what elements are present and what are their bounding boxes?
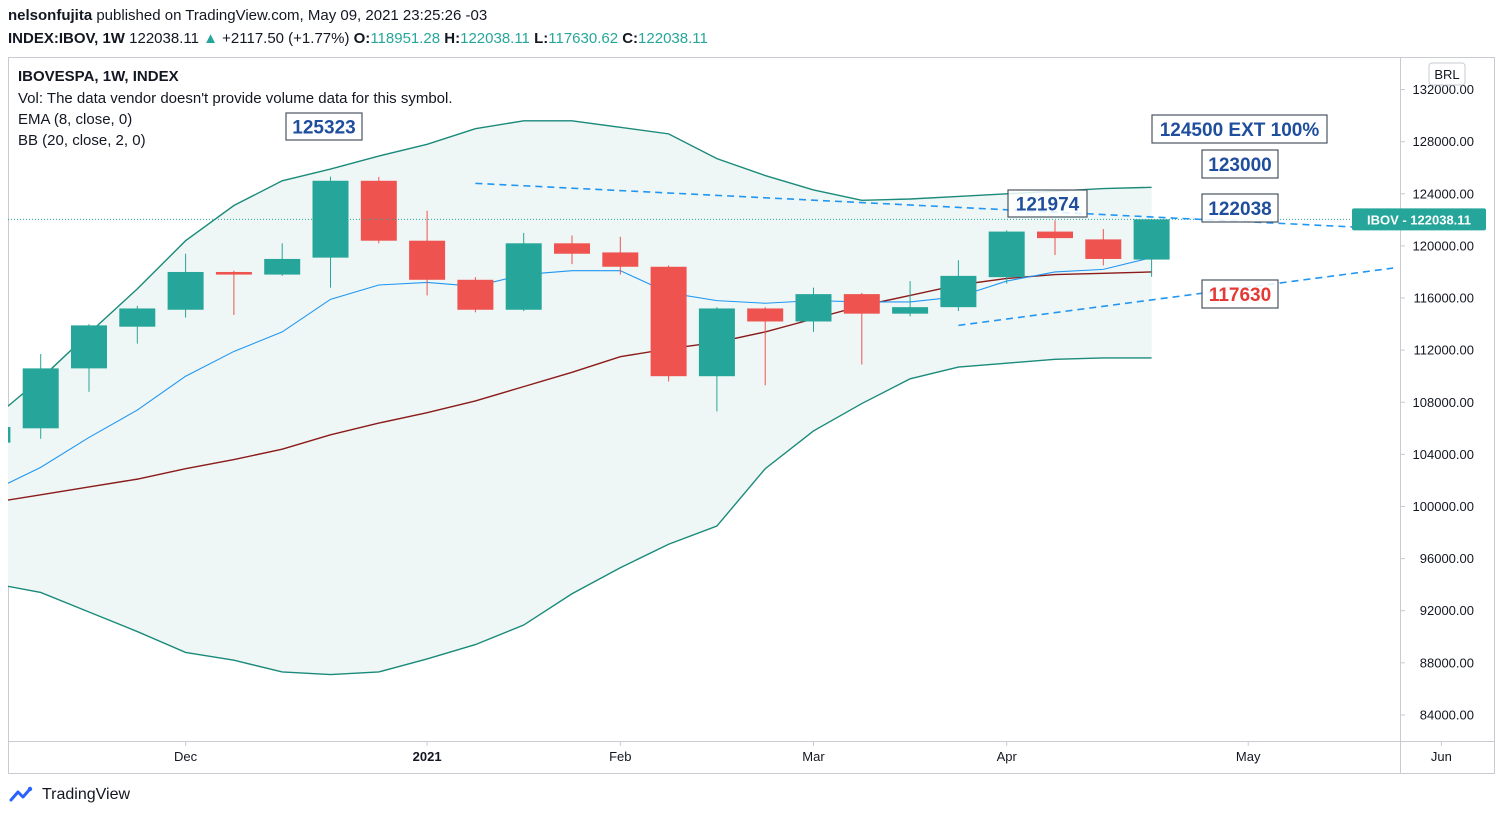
high-label: H:	[444, 30, 461, 47]
candle-body	[167, 271, 204, 310]
x-tick-label: Mar	[802, 749, 825, 764]
y-tick-label: 116000.00	[1414, 291, 1475, 306]
candle-body	[215, 271, 252, 275]
candle-body	[843, 294, 880, 314]
candle-body	[1037, 231, 1073, 239]
close-label: C:	[622, 30, 639, 47]
y-tick-label: 88000.00	[1420, 655, 1474, 670]
candle-body	[8, 427, 11, 443]
trendline	[958, 267, 1394, 327]
y-tick-label: 104000.00	[1413, 447, 1474, 462]
change-arrow-icon: ▲	[203, 30, 218, 47]
author-name[interactable]: nelsonfujita	[8, 7, 93, 24]
annotation-label: 122038	[1208, 199, 1271, 220]
publish-info: nelsonfujita published on TradingView.co…	[8, 7, 487, 24]
candle-body	[940, 275, 977, 308]
candle-body	[312, 180, 349, 258]
y-tick-label: 128000.00	[1413, 134, 1474, 149]
y-tick-label: 100000.00	[1413, 499, 1474, 514]
close-value: 122038.11	[638, 30, 708, 47]
legend-volume-note: Vol: The data vendor doesn't provide vol…	[18, 90, 453, 107]
y-tick-label: 108000.00	[1413, 395, 1474, 410]
trendline	[475, 182, 1394, 230]
candle-body	[1133, 219, 1170, 260]
published-text: published on TradingView.com, May 09, 20…	[96, 7, 488, 24]
candle-body	[71, 325, 107, 369]
legend-ema: EMA (8, close, 0)	[18, 111, 132, 128]
annotation-box	[1201, 279, 1279, 309]
last-price: 122038.11	[129, 30, 199, 47]
bb-upper-line	[8, 120, 1152, 408]
candle-body	[795, 294, 832, 322]
candle-body	[409, 240, 446, 280]
open-value: 118951.28	[370, 30, 441, 47]
candle-body	[554, 243, 590, 254]
footer-brand-name[interactable]: TradingView	[42, 786, 131, 803]
x-tick-label: Jun	[1431, 749, 1452, 764]
candle-body	[1085, 239, 1122, 259]
annotation-label: 123000	[1208, 155, 1271, 176]
currency-button	[1428, 62, 1466, 86]
y-tick-label: 132000.00	[1413, 82, 1474, 97]
high-value: 122038.11	[460, 30, 530, 47]
tradingview-logo-icon	[9, 786, 33, 802]
y-tick-label: 124000.00	[1413, 186, 1474, 201]
y-tick-label: 84000.00	[1420, 707, 1474, 722]
candle-body	[505, 243, 542, 310]
y-tick-label: 96000.00	[1420, 551, 1474, 566]
candle-body	[747, 308, 784, 322]
last-price-tag	[1352, 208, 1486, 231]
annotation-box	[1201, 193, 1279, 223]
candle-body	[698, 308, 735, 377]
x-tick-label: Apr	[997, 749, 1018, 764]
legend-bb: BB (20, close, 2, 0)	[18, 132, 146, 149]
last-price-tag-label: IBOV - 122038.11	[1367, 212, 1471, 227]
candle-body	[119, 308, 156, 327]
candle-body	[602, 252, 639, 267]
open-label: O:	[353, 30, 371, 47]
y-tick-label: 92000.00	[1420, 603, 1474, 618]
y-tick-label: 112000.00	[1414, 343, 1475, 358]
low-label: L:	[534, 30, 549, 47]
annotation-box	[1201, 149, 1279, 179]
annotation-label: 117630	[1209, 285, 1271, 306]
symbol-label: INDEX:IBOV, 1W	[8, 30, 125, 47]
annotation-label: 124500 EXT 100%	[1160, 120, 1320, 141]
annotation-label: 121974	[1016, 195, 1080, 216]
candle-body	[22, 368, 59, 429]
annotation-box	[1151, 114, 1328, 144]
candle-body	[650, 266, 687, 377]
footer-brand: TradingView	[8, 786, 130, 804]
x-tick-label: 2021	[413, 749, 442, 764]
currency-button-label: BRL	[1434, 67, 1459, 82]
legend-title: IBOVESPA, 1W, INDEX	[18, 68, 179, 85]
low-value: 117630.62	[548, 30, 619, 47]
annotation-box	[1007, 189, 1088, 218]
symbol-ohlc-line: INDEX:IBOV, 1W 122038.11 ▲ +2117.50 (+1.…	[8, 30, 708, 47]
annotation-label: 125323	[292, 118, 355, 139]
candle-body	[360, 180, 397, 241]
plot-area	[8, 120, 1400, 676]
y-tick-label: 120000.00	[1413, 238, 1474, 253]
x-tick-label: May	[1236, 749, 1261, 764]
bb-lower-line	[8, 357, 1152, 676]
candle-body	[892, 307, 929, 314]
x-tick-label: Dec	[174, 749, 198, 764]
candle-body	[264, 258, 301, 275]
candle-body	[988, 231, 1025, 278]
candle-body	[457, 279, 494, 310]
x-tick-label: Feb	[609, 749, 631, 764]
change-value: +2117.50 (+1.77%)	[222, 30, 350, 47]
annotation-box	[285, 112, 363, 141]
